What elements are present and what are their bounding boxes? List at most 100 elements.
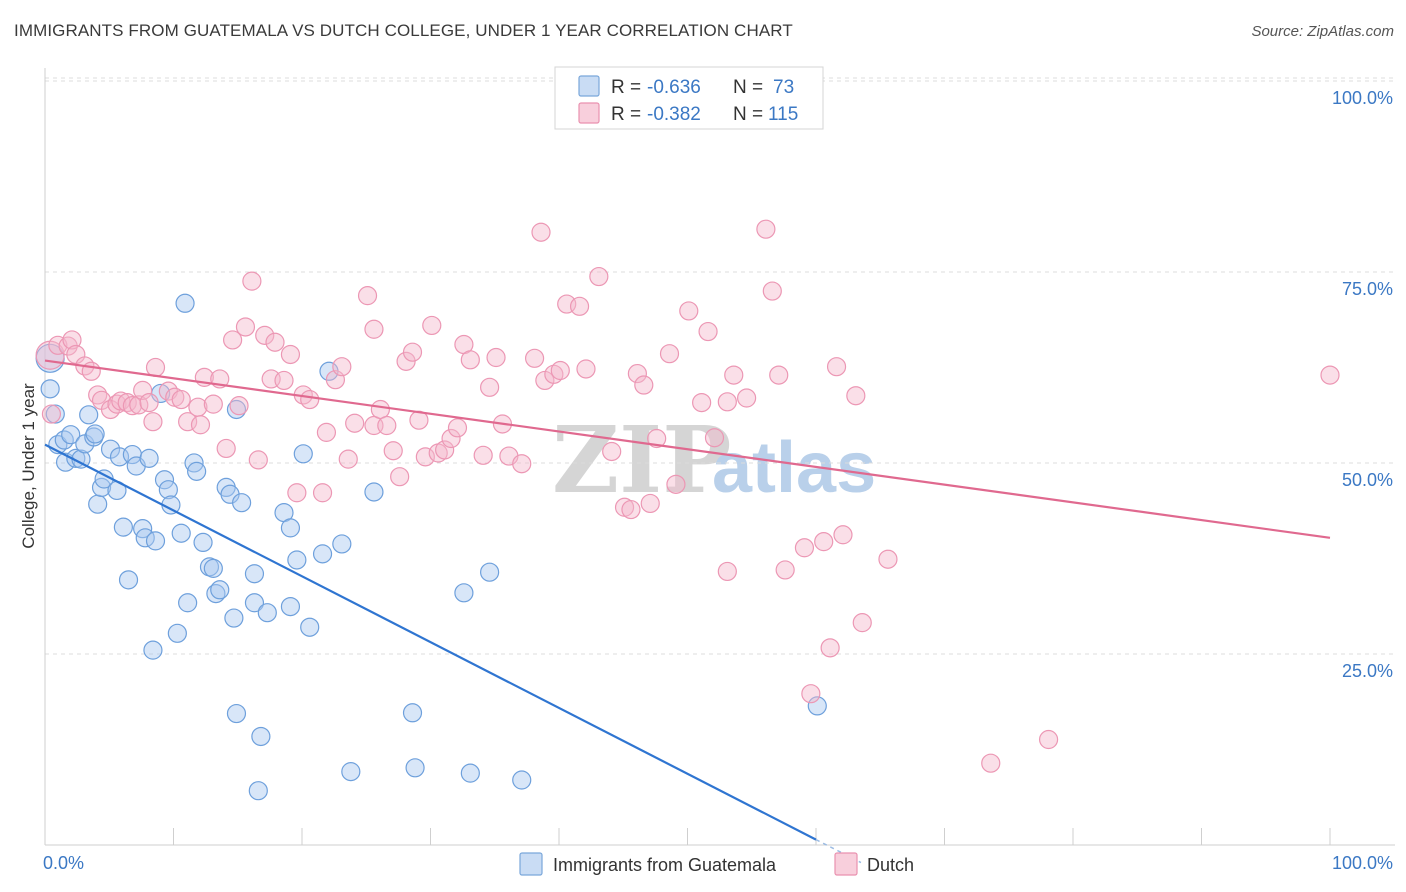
- point-dutch-50: [364, 319, 384, 339]
- series-dutch-points: [35, 219, 1340, 773]
- point-dutch-108: [833, 525, 853, 545]
- point-guatemala-37: [187, 461, 207, 481]
- point-dutch-80: [576, 359, 596, 379]
- point-guatemala-10: [79, 405, 99, 425]
- point-guatemala-29: [154, 470, 175, 490]
- point-guatemala-68: [460, 763, 480, 783]
- point-dutch-57: [402, 342, 423, 362]
- point-dutch-97: [717, 561, 737, 582]
- point-guatemala-56: [280, 596, 301, 617]
- y-tick-label-25: 25.0%: [1342, 661, 1393, 681]
- point-guatemala-58: [293, 444, 313, 464]
- point-dutch-52: [370, 399, 390, 420]
- point-guatemala-27: [145, 531, 166, 551]
- point-dutch-96: [724, 365, 744, 385]
- point-dutch-98: [737, 388, 757, 408]
- point-dutch-101: [769, 365, 789, 385]
- legend-r-label-1: R =: [611, 77, 641, 98]
- point-dutch-19: [145, 357, 166, 378]
- point-dutch-37: [265, 332, 285, 352]
- series-guatemala-points: [35, 293, 827, 801]
- point-dutch-59: [415, 447, 435, 467]
- legend-swatch-dutch: [578, 102, 600, 124]
- point-dutch-86: [634, 375, 654, 395]
- point-guatemala-46: [224, 608, 244, 628]
- point-dutch-79: [569, 296, 590, 316]
- x-axis-ticks: [173, 828, 1331, 845]
- point-guatemala-40: [203, 558, 223, 578]
- point-dutch-100: [762, 281, 782, 301]
- point-dutch-44: [316, 422, 337, 442]
- point-dutch-102: [775, 560, 795, 580]
- point-guatemala-38: [193, 532, 213, 553]
- point-dutch-34: [248, 450, 268, 470]
- point-dutch-32: [235, 317, 256, 337]
- point-dutch-31: [229, 396, 249, 416]
- point-dutch-69: [486, 347, 506, 368]
- point-dutch-39: [280, 344, 301, 365]
- point-dutch-107: [826, 357, 847, 377]
- point-dutch-99: [756, 219, 776, 239]
- series-legend-label-guatemala: Immigrants from Guatemala: [553, 855, 777, 875]
- point-dutch-60: [422, 315, 442, 336]
- point-dutch-73: [524, 348, 545, 368]
- point-dutch-106: [820, 638, 840, 658]
- point-guatemala-59: [300, 617, 320, 637]
- legend-r-label-2: R =: [611, 104, 641, 125]
- x-tick-label-max: 100.0%: [1332, 853, 1393, 873]
- legend-n-label-1: N =: [733, 77, 763, 98]
- point-guatemala-63: [341, 762, 361, 782]
- point-dutch-84: [621, 499, 641, 520]
- point-dutch-104: [801, 684, 821, 704]
- point-dutch-2: [48, 335, 68, 355]
- point-guatemala-48: [232, 493, 252, 513]
- legend-r-value-2: -0.382: [647, 104, 701, 125]
- point-dutch-22: [171, 389, 191, 410]
- point-dutch-95: [717, 392, 737, 412]
- trend-line-guatemala: [44, 443, 817, 841]
- point-guatemala-19: [113, 517, 133, 537]
- point-guatemala-67: [454, 583, 474, 603]
- point-guatemala-65: [402, 703, 423, 723]
- series-legend-swatch-dutch: [834, 852, 858, 876]
- point-dutch-94: [704, 428, 725, 448]
- point-dutch-13: [117, 393, 137, 413]
- point-guatemala-62: [332, 534, 352, 554]
- point-dutch-114: [1320, 365, 1340, 385]
- y-tick-label-100: 100.0%: [1332, 88, 1393, 108]
- point-dutch-81: [589, 266, 609, 287]
- point-guatemala-52: [251, 726, 271, 747]
- point-dutch-7: [81, 361, 101, 381]
- point-dutch-25: [190, 415, 211, 435]
- point-dutch-48: [345, 413, 365, 433]
- point-guatemala-20: [118, 570, 139, 590]
- point-dutch-53: [377, 415, 397, 436]
- y-tick-labels: 25.0% 50.0% 75.0% 100.0%: [1332, 88, 1393, 681]
- point-dutch-16: [133, 380, 153, 400]
- point-guatemala-60: [312, 544, 333, 564]
- point-dutch-24: [188, 397, 208, 417]
- point-dutch-92: [692, 393, 712, 413]
- point-dutch-87: [640, 493, 660, 514]
- watermark-zip: ZIP: [552, 406, 731, 514]
- point-dutch-82: [602, 441, 622, 462]
- point-guatemala-42: [210, 580, 230, 600]
- point-dutch-109: [846, 386, 866, 406]
- point-dutch-68: [480, 377, 500, 397]
- legend-r-value-1: -0.636: [647, 77, 701, 98]
- point-dutch-93: [698, 321, 718, 342]
- point-dutch-63: [441, 428, 461, 449]
- watermark-atlas: atlas: [712, 428, 876, 508]
- point-guatemala-26: [143, 640, 163, 660]
- point-guatemala-12: [85, 424, 105, 444]
- point-dutch-4: [62, 330, 82, 350]
- point-guatemala-50: [244, 593, 265, 613]
- point-dutch-66: [460, 350, 480, 370]
- point-guatemala-34: [175, 293, 195, 313]
- point-dutch-62: [435, 440, 455, 460]
- y-tick-label-75: 75.0%: [1342, 279, 1393, 299]
- point-dutch-30: [223, 330, 243, 350]
- series-legend-swatch-guatemala: [519, 852, 543, 876]
- point-guatemala-4: [54, 430, 74, 450]
- point-guatemala-53: [257, 603, 277, 623]
